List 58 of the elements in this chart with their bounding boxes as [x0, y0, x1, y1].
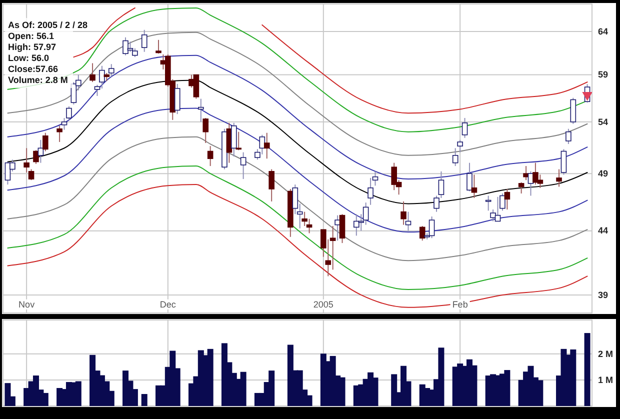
candlestick — [462, 117, 468, 138]
x-tick-label: 2005 — [313, 299, 334, 310]
candlestick — [268, 168, 274, 202]
candlestick — [202, 117, 209, 144]
annotation: Low: 56.0 — [8, 53, 50, 63]
candlestick — [207, 146, 214, 167]
bar — [584, 333, 590, 406]
annotation: Volume: 2.8 M — [8, 75, 68, 85]
line-series — [7, 166, 588, 290]
candlestick — [485, 195, 492, 212]
candlestick — [419, 226, 426, 242]
candlestick — [174, 83, 180, 115]
y-tick-label: 59 — [598, 70, 608, 80]
y-tick-label: 2 M — [598, 348, 614, 359]
annotation: Open: 56.1 — [8, 31, 54, 41]
line-series — [7, 54, 588, 180]
y-tick-label: 44 — [598, 226, 608, 236]
candlestick — [556, 168, 562, 188]
candlestick — [38, 139, 44, 164]
candlestick — [560, 148, 567, 176]
y-tick-label: 54 — [598, 116, 608, 127]
candlestick — [457, 139, 463, 153]
candlestick — [570, 97, 576, 124]
candlestick — [156, 39, 162, 54]
candlestick — [141, 29, 148, 52]
candlestick — [236, 131, 242, 151]
y-tick-label: 64 — [598, 26, 608, 36]
candlestick — [198, 98, 204, 122]
candlestick — [471, 174, 478, 198]
candlestick — [230, 122, 237, 157]
y-tick-label: 39 — [598, 290, 608, 300]
annotation: High: 57.97 — [8, 42, 56, 52]
candlestick — [452, 148, 458, 167]
annotation: Close:57.66 — [8, 64, 58, 74]
candlestick — [33, 150, 39, 164]
bar — [391, 374, 398, 406]
y-tick-label: 1 M — [598, 374, 614, 385]
x-tick-label: Dec — [160, 299, 176, 310]
annotation: As Of: 2005 / 2 / 28 — [8, 20, 88, 30]
x-tick-label: Nov — [18, 299, 36, 310]
bar — [141, 394, 148, 406]
candlestick — [90, 62, 96, 83]
candlestick — [240, 152, 246, 180]
candlestick — [518, 182, 524, 194]
candlestick — [400, 200, 406, 226]
candlestick — [108, 64, 114, 78]
candlestick — [339, 214, 346, 244]
line-series — [7, 136, 588, 262]
candlestick — [264, 132, 270, 160]
candlestick — [566, 128, 572, 145]
line-series — [7, 108, 588, 233]
y-tick-label: 49 — [598, 168, 608, 178]
candlestick — [500, 192, 506, 212]
candlestick — [56, 125, 62, 142]
candlestick — [466, 162, 472, 192]
candlestick — [42, 132, 48, 152]
line-series — [7, 32, 588, 156]
candlestick — [504, 188, 510, 210]
